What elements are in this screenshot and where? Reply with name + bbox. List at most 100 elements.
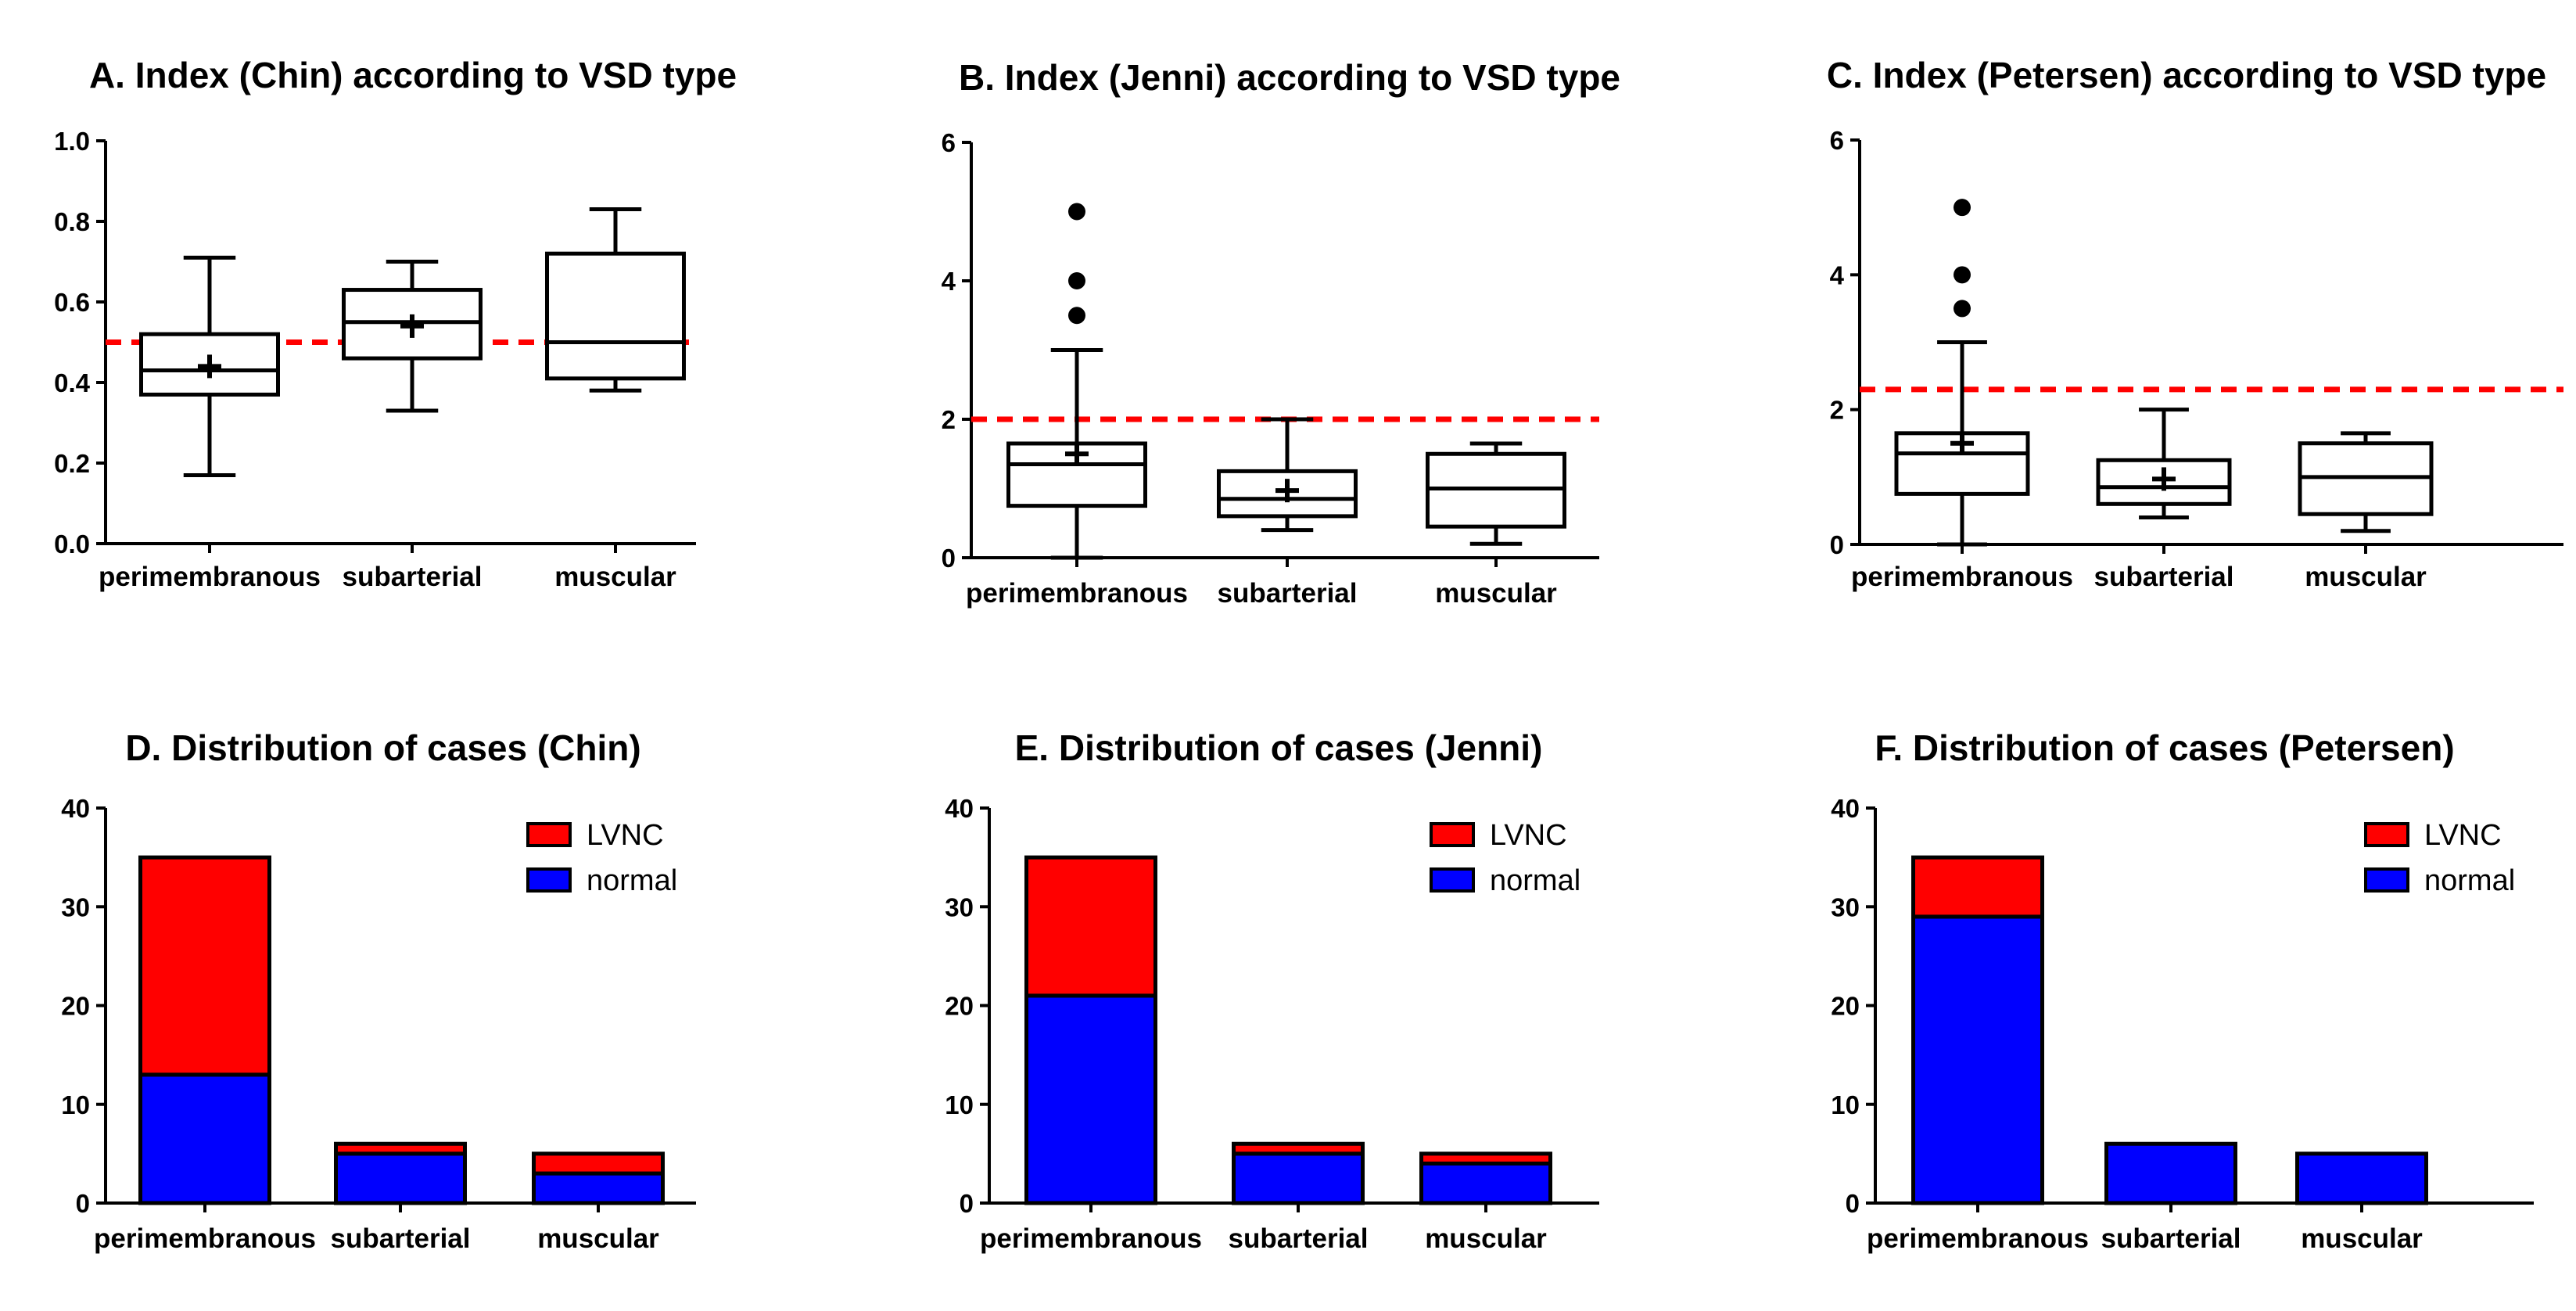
legend: LVNC normal	[526, 819, 677, 897]
y-tick-label: 0	[76, 1189, 90, 1218]
legend-label-lvnc: LVNC	[587, 819, 664, 852]
outlier-point	[1068, 203, 1085, 221]
y-tick-label: 30	[1831, 893, 1860, 921]
x-category-label: perimembranous	[1867, 1223, 2089, 1254]
y-tick-label: 6	[1830, 126, 1844, 155]
panel-e: E. Distribution of cases (Jenni) 0 10 20 30 4…	[945, 727, 1599, 1254]
y-tick-label: 2	[1830, 396, 1844, 425]
y-tick-label: 0	[1830, 530, 1844, 559]
y-tick-label: 10	[61, 1090, 90, 1119]
legend-label-normal: normal	[1490, 864, 1580, 897]
x-category-label: muscular	[2305, 562, 2427, 592]
panel-title: D. Distribution of cases (Chin)	[125, 727, 640, 768]
panel-b: B. Index (Jenni) according to VSD type 0 2…	[942, 57, 1620, 609]
outlier-point	[1954, 199, 1971, 217]
y-tick-label: 20	[1831, 992, 1860, 1021]
x-category-label: perimembranous	[99, 562, 321, 592]
panel-a: A. Index (Chin) according to VSD type 0.0…	[54, 55, 737, 592]
y-tick-label: 0.2	[54, 449, 90, 478]
outlier-point	[1068, 272, 1085, 289]
box-muscular	[2298, 431, 2434, 533]
legend-swatch-lvnc	[2364, 822, 2409, 847]
box-subarterial	[1217, 417, 1358, 533]
y-tick-label: 30	[61, 893, 90, 921]
y-tick-label: 40	[1831, 794, 1860, 823]
outlier-point	[1954, 266, 1971, 284]
x-category-label: subarterial	[2094, 562, 2234, 592]
y-tick-label: 2	[942, 405, 956, 434]
panel-title: B. Index (Jenni) according to VSD type	[959, 57, 1620, 98]
bar-lvnc-muscular	[1419, 1151, 1552, 1166]
y-tick-label: 20	[61, 992, 90, 1021]
y-tick-label: 0.4	[54, 368, 91, 397]
box-iqr	[545, 251, 686, 381]
x-category-label: perimembranous	[980, 1223, 1202, 1254]
y-tick-label: 4	[1830, 260, 1845, 289]
legend-swatch-normal	[526, 867, 572, 893]
x-category-label: subarterial	[1218, 578, 1358, 609]
y-tick-label: 4	[942, 267, 956, 296]
y-tick-label: 0	[960, 1189, 974, 1218]
bar-normal-subarterial	[1232, 1151, 1365, 1205]
x-category-label: subarterial	[343, 562, 483, 592]
y-tick-label: 20	[945, 992, 974, 1021]
x-category-label: muscular	[537, 1223, 659, 1254]
panel-title: A. Index (Chin) according to VSD type	[89, 55, 737, 95]
y-tick-label: 0.8	[54, 207, 90, 236]
bar-normal-subarterial	[2104, 1141, 2237, 1205]
bar-lvnc-perimembranous	[1024, 855, 1157, 998]
legend-swatch-lvnc	[1430, 822, 1475, 847]
bar-normal-perimembranous	[138, 1072, 271, 1205]
x-category-label: muscular	[554, 562, 676, 592]
box-subarterial	[2096, 408, 2232, 520]
bar-normal-muscular	[2295, 1151, 2428, 1205]
legend-label-normal: normal	[587, 864, 677, 897]
box-perimembranous	[139, 255, 280, 477]
panel-title: C. Index (Petersen) according to VSD typ…	[1827, 55, 2546, 95]
x-category-label: subarterial	[331, 1223, 471, 1254]
x-category-label: muscular	[1435, 578, 1557, 609]
bar-lvnc-subarterial	[334, 1141, 467, 1156]
x-category-label: perimembranous	[1851, 562, 2073, 592]
legend-label-lvnc: LVNC	[1490, 819, 1567, 852]
box-subarterial	[342, 260, 483, 413]
legend-label-normal: normal	[2424, 864, 2515, 897]
bar-normal-perimembranous	[1911, 914, 2044, 1205]
bar-normal-perimembranous	[1024, 993, 1157, 1205]
x-category-label: subarterial	[1229, 1223, 1369, 1254]
box-muscular	[545, 207, 686, 393]
y-tick-label: 1.0	[54, 127, 90, 156]
bar-normal-muscular	[1419, 1162, 1552, 1205]
y-tick-label: 6	[942, 128, 956, 157]
outlier-point	[1068, 307, 1085, 325]
box-muscular	[1426, 441, 1566, 546]
y-tick-label: 0.0	[54, 530, 90, 559]
legend: LVNC normal	[1430, 819, 1580, 897]
x-category-label: muscular	[1425, 1223, 1547, 1254]
bar-lvnc-muscular	[532, 1151, 665, 1176]
legend-swatch-normal	[2364, 867, 2409, 893]
box-perimembranous	[1894, 199, 2030, 547]
bar-normal-subarterial	[334, 1151, 467, 1205]
x-category-label: muscular	[2301, 1223, 2423, 1254]
panel-f: F. Distribution of cases (Petersen) 0 10 20…	[1831, 727, 2534, 1254]
y-tick-label: 30	[945, 893, 974, 921]
bar-normal-muscular	[532, 1171, 665, 1205]
legend-swatch-normal	[1430, 867, 1475, 893]
bar-lvnc-perimembranous	[138, 855, 271, 1077]
outlier-point	[1954, 300, 1971, 318]
panel-title: F. Distribution of cases (Petersen)	[1875, 727, 2454, 768]
bar-lvnc-subarterial	[1232, 1141, 1365, 1156]
panel-title: E. Distribution of cases (Jenni)	[1015, 727, 1543, 768]
legend-swatch-lvnc	[526, 822, 572, 847]
x-category-label: subarterial	[2101, 1223, 2241, 1254]
panel-d: D. Distribution of cases (Chin) 0 10 20 30 40…	[61, 727, 696, 1254]
y-tick-label: 0.6	[54, 288, 90, 317]
y-tick-label: 10	[1831, 1090, 1860, 1119]
legend-label-lvnc: LVNC	[2424, 819, 2502, 852]
panel-c: C. Index (Petersen) according to VSD typ…	[1827, 55, 2563, 592]
y-tick-label: 0	[942, 544, 956, 573]
legend: LVNC normal	[2364, 819, 2515, 897]
y-tick-label: 40	[61, 794, 90, 823]
